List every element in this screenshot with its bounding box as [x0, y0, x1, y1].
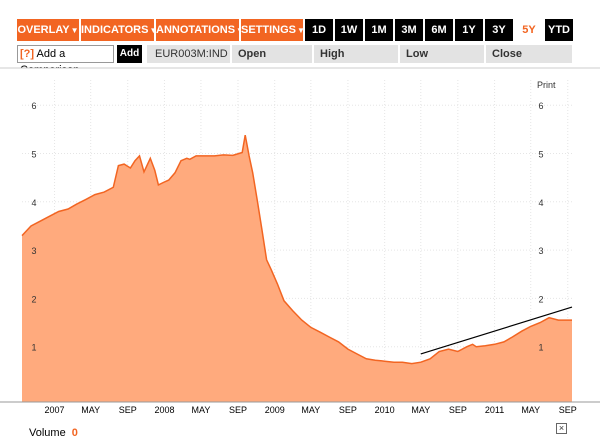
toolbar: OVERLAY▼ INDICATORS▼ ANNOTATIONS▼ SETTIN… [0, 19, 600, 41]
x-tick-label: MAY [411, 405, 430, 415]
range-3m-button[interactable]: 3M [395, 19, 423, 41]
y-tick-label-right: 6 [538, 101, 543, 111]
close-field: Close [486, 45, 572, 63]
y-tick-label-left: 1 [31, 343, 36, 353]
x-tick-label: MAY [191, 405, 210, 415]
range-ytd-button[interactable]: YTD [545, 19, 573, 41]
ticker-symbol: EUR003M:IND [147, 45, 230, 63]
range-3y-button[interactable]: 3Y [485, 19, 513, 41]
caret-down-icon: ▼ [149, 26, 158, 35]
y-tick-label-right: 5 [538, 150, 543, 160]
x-tick-label: SEP [449, 405, 467, 415]
range-6m-button[interactable]: 6M [425, 19, 453, 41]
x-tick-label: 2010 [375, 405, 395, 415]
price-chart[interactable]: 1 1 2 2 3 3 4 4 5 5 6 6 2007 MAY SEP 2008 MAY SEP 2009 MAY S… [0, 0, 600, 420]
overlay-menu-label: OVERLAY [17, 24, 70, 36]
y-tick-label-left: 4 [31, 198, 36, 208]
range-1d-button[interactable]: 1D [305, 19, 333, 41]
low-field: Low [400, 45, 484, 63]
open-field: Open [232, 45, 312, 63]
x-tick-label: SEP [339, 405, 357, 415]
range-5y-button[interactable]: 5Y [515, 19, 543, 41]
y-tick-label-right: 1 [538, 343, 543, 353]
annotations-menu[interactable]: ANNOTATIONS▼ [156, 19, 244, 41]
close-icon[interactable]: × [556, 423, 567, 434]
x-tick-label: SEP [229, 405, 247, 415]
annotations-menu-label: ANNOTATIONS [156, 24, 236, 36]
settings-menu-label: SETTINGS [241, 24, 297, 36]
caret-down-icon: ▼ [70, 26, 79, 35]
series-line [21, 134, 572, 365]
volume-panel: Volume 0 × [0, 420, 600, 446]
range-1w-button[interactable]: 1W [335, 19, 363, 41]
caret-down-icon: ▼ [297, 26, 305, 35]
range-1m-button[interactable]: 1M [365, 19, 393, 41]
y-tick-label-left: 2 [31, 294, 36, 304]
indicators-menu-label: INDICATORS [81, 24, 149, 36]
volume-value: 0 [71, 427, 78, 439]
series-area [22, 135, 572, 402]
y-tick-label-left: 3 [31, 246, 36, 256]
x-tick-label: 2009 [265, 405, 285, 415]
add-comparison-button[interactable]: Add [117, 45, 142, 63]
x-tick-label: MAY [521, 405, 540, 415]
x-tick-label: 2007 [45, 405, 65, 415]
range-1y-button[interactable]: 1Y [455, 19, 483, 41]
caret-down-icon: ▼ [236, 26, 244, 35]
y-tick-label-left: 5 [31, 150, 36, 160]
x-tick-label: 2011 [485, 405, 504, 415]
print-link[interactable]: Print [537, 80, 556, 90]
high-field: High [314, 45, 398, 63]
x-tick-label: 2008 [154, 405, 174, 415]
y-tick-label-right: 2 [538, 294, 543, 304]
y-tick-label-right: 4 [538, 198, 543, 208]
indicators-menu[interactable]: INDICATORS▼ [81, 19, 158, 41]
y-tick-label-right: 3 [538, 246, 543, 256]
trendline [420, 306, 573, 355]
comparison-row: [?] Add a Comparison Add EUR003M:IND Ope… [0, 45, 600, 76]
help-icon[interactable]: [?] [20, 48, 35, 60]
x-tick-label: MAY [301, 405, 320, 415]
settings-menu[interactable]: SETTINGS▼ [241, 19, 305, 41]
x-tick-label: SEP [559, 405, 577, 415]
y-tick-label-left: 6 [31, 101, 36, 111]
overlay-menu[interactable]: OVERLAY▼ [17, 19, 79, 41]
x-tick-label: MAY [81, 405, 100, 415]
volume-label-text: Volume [29, 427, 66, 439]
volume-label: Volume 0 [29, 427, 78, 439]
x-tick-label: SEP [119, 405, 137, 415]
